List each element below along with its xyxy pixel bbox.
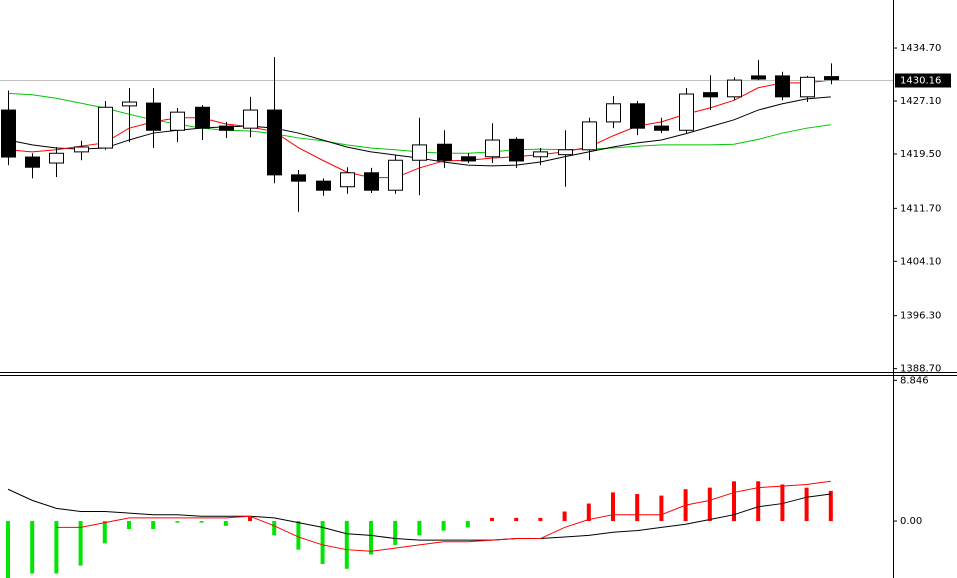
y-tick-label: 1411.70 — [900, 203, 941, 214]
candle-body — [800, 76, 815, 98]
candle-body — [533, 151, 548, 158]
candle-body — [679, 93, 694, 131]
candle-body — [558, 149, 573, 156]
candle-body — [340, 172, 355, 188]
histogram-bar — [465, 521, 470, 528]
last-price-label: 1430.16 — [900, 76, 941, 87]
y-tick-label: 1388.70 — [900, 364, 941, 375]
y-tick-label: 1427.10 — [900, 96, 941, 107]
y-tick-label: 1442.30 — [900, 0, 941, 1]
histogram-bar — [441, 521, 446, 531]
candle-body — [485, 139, 500, 158]
candle-body — [170, 111, 185, 131]
candle-body — [122, 101, 137, 107]
histogram-bar — [320, 521, 325, 565]
candle-body — [25, 156, 40, 168]
candle-body — [49, 152, 64, 164]
y-tick-label: 0.00 — [900, 516, 922, 527]
candle-body — [461, 156, 476, 162]
histogram-bar — [54, 521, 59, 574]
histogram-bar — [296, 521, 301, 550]
histogram-bar — [780, 484, 785, 522]
candle-body — [437, 143, 452, 161]
candle-body — [412, 144, 427, 161]
histogram-bar — [659, 495, 664, 522]
histogram-bar — [804, 487, 809, 522]
histogram-bar — [6, 521, 10, 578]
histogram-bar — [562, 511, 567, 522]
price-panel — [0, 57, 893, 212]
histogram-bar — [30, 521, 35, 574]
candle-body — [509, 138, 524, 162]
candle-body — [1, 109, 16, 158]
y-tick-label: 1404.10 — [900, 256, 941, 267]
candle-body — [219, 125, 234, 131]
candle-body — [388, 159, 403, 191]
histogram-bar — [199, 521, 204, 523]
histogram-bar — [538, 517, 543, 522]
indicator-line — [56, 480, 831, 552]
candle-body — [98, 106, 113, 149]
candle-body — [703, 92, 718, 98]
candle-body — [630, 103, 645, 129]
candle-body — [195, 106, 210, 129]
candle-body — [654, 125, 669, 131]
candle-body — [582, 121, 597, 151]
histogram-bar — [635, 494, 640, 522]
histogram-bar — [248, 517, 252, 522]
candle-body — [291, 174, 306, 182]
candle-body — [146, 102, 161, 131]
last-price-box — [895, 73, 951, 88]
y-tick-label: 1396.30 — [900, 311, 941, 322]
indicator-line — [7, 488, 831, 541]
histogram-bar — [756, 481, 761, 522]
y-tick-label: 1434.70 — [900, 43, 941, 54]
histogram-bar — [272, 521, 277, 536]
histogram-bar — [707, 487, 712, 522]
histogram-bar — [344, 521, 349, 569]
y-tick-label: 1419.50 — [900, 149, 941, 160]
y-tick-label: 8.846 — [900, 375, 929, 386]
candle-body — [751, 75, 766, 80]
histogram-bar — [393, 521, 398, 545]
histogram-bar — [223, 521, 228, 526]
histogram-bar — [127, 521, 131, 530]
histogram-bar — [151, 521, 156, 530]
histogram-bar — [369, 521, 373, 555]
histogram-bar — [611, 492, 615, 522]
candle-body — [606, 103, 621, 123]
candle-body — [824, 76, 839, 81]
candle-body — [243, 109, 258, 129]
histogram-bar — [732, 481, 736, 522]
histogram-bar — [828, 490, 833, 522]
histogram-bar — [175, 521, 180, 523]
candle-body — [775, 75, 790, 98]
candle-body — [74, 146, 89, 153]
candle-body — [364, 172, 379, 191]
candle-body — [267, 109, 282, 176]
histogram-bar — [490, 517, 494, 522]
axis: 1442.30 1434.70 1427.10 1419.50 1411.70 1404.… — [893, 0, 951, 527]
histogram-bar — [78, 521, 83, 566]
histogram-bar — [102, 521, 107, 544]
histogram-bar — [586, 503, 591, 522]
candle-body — [727, 79, 742, 98]
histogram-bar — [417, 521, 422, 536]
indicator-panel — [6, 480, 833, 578]
histogram-bar — [514, 517, 519, 522]
candle-body — [316, 180, 331, 191]
